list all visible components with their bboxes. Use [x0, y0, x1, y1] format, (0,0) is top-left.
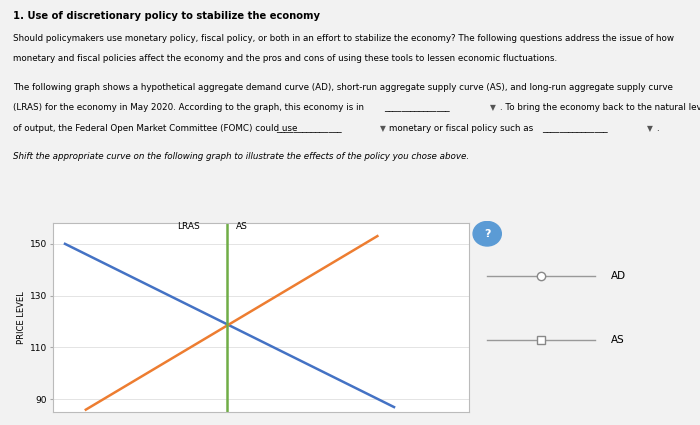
Circle shape	[473, 221, 501, 246]
Y-axis label: PRICE LEVEL: PRICE LEVEL	[17, 291, 25, 344]
Text: ▼: ▼	[647, 124, 652, 133]
Text: .: .	[657, 124, 659, 133]
Text: (LRAS) for the economy in May 2020. According to the graph, this economy is in: (LRAS) for the economy in May 2020. Acco…	[13, 103, 363, 112]
Text: AD: AD	[610, 271, 626, 281]
Text: monetary and fiscal policies affect the economy and the pros and cons of using t: monetary and fiscal policies affect the …	[13, 54, 556, 63]
Text: 1. Use of discretionary policy to stabilize the economy: 1. Use of discretionary policy to stabil…	[13, 11, 320, 21]
Text: ▼: ▼	[380, 124, 386, 133]
Text: _______________: _______________	[542, 124, 608, 133]
Text: ?: ?	[484, 229, 491, 239]
Text: _______________: _______________	[384, 103, 449, 112]
Text: . To bring the economy back to the natural level: . To bring the economy back to the natur…	[500, 103, 700, 112]
Text: Shift the appropriate curve on the following graph to illustrate the effects of : Shift the appropriate curve on the follo…	[13, 152, 469, 161]
Text: The following graph shows a hypothetical aggregate demand curve (AD), short-run : The following graph shows a hypothetical…	[13, 83, 673, 92]
Text: AS: AS	[610, 335, 624, 346]
Text: of output, the Federal Open Market Committee (FOMC) could use: of output, the Federal Open Market Commi…	[13, 124, 297, 133]
Text: Should policymakers use monetary policy, fiscal policy, or both in an effort to : Should policymakers use monetary policy,…	[13, 34, 673, 43]
Text: AS: AS	[236, 222, 248, 231]
Text: _______________: _______________	[276, 124, 342, 133]
Text: LRAS: LRAS	[178, 222, 200, 231]
Text: ▼: ▼	[490, 103, 496, 112]
Text: monetary or fiscal policy such as: monetary or fiscal policy such as	[389, 124, 533, 133]
